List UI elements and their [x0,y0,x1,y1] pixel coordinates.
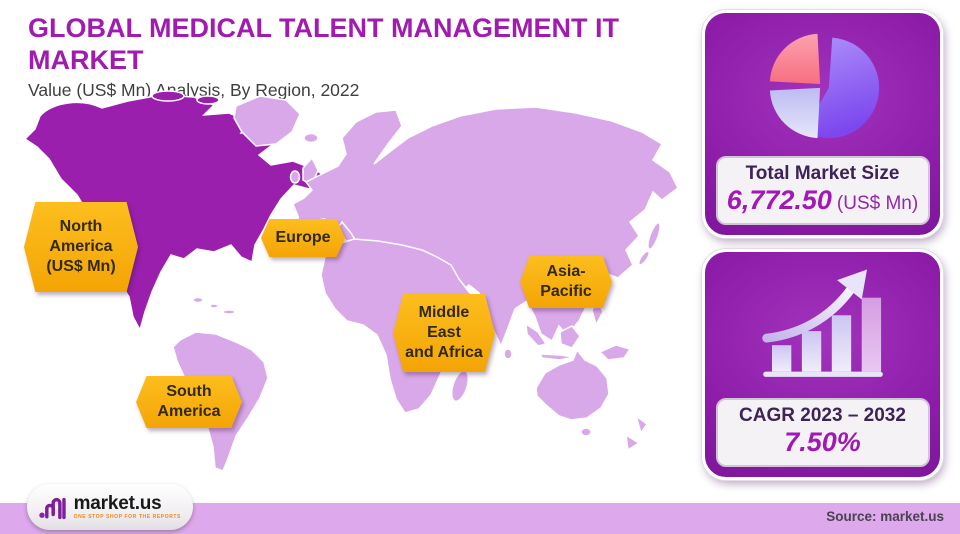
total-market-size-value: 6,772.50 [726,185,832,215]
growth-bar-chart-icon [761,269,883,377]
total-market-size-unit: (US$ Mn) [836,193,919,214]
map-sri-lanka [503,348,513,360]
map-region-australia [535,348,610,421]
region-label-line: America [49,238,113,255]
region-label-line: (US$ Mn) [46,258,116,275]
region-label-line: Pacific [540,283,592,300]
cagr-card: CAGR 2023 – 2032 7.50% [702,249,943,480]
marketus-logo[interactable]: market.us ONE STOP SHOP FOR THE REPORTS [27,484,193,530]
total-market-size-box: Total Market Size 6,772.50 (US$ Mn) [715,156,930,225]
map-region-greenland [233,95,301,147]
marketus-logo-text: market.us [73,492,162,514]
cagr-box: CAGR 2023 – 2032 7.50% [715,398,930,467]
region-label-line: North [59,218,103,235]
region-label-line: Asia- [546,263,586,280]
region-label-line: Middle [418,304,470,321]
map-new-guinea [598,344,632,361]
map-java [538,353,575,361]
map-borneo [559,325,581,349]
page-title: GLOBAL MEDICAL TALENT MANAGEMENT IT MARK… [28,13,619,76]
pie-chart-icon [769,33,879,139]
region-label-middle-east-africa: Middle East and Africa [393,294,495,372]
region-label-line: America [157,403,221,420]
map-japan [647,222,661,250]
cagr-label: CAGR 2023 – 2032 [739,405,906,426]
map-caribbean-island [192,296,204,304]
region-label-south-america: South America [136,376,242,428]
region-label-line: Europe [275,229,331,246]
map-caribbean-island [209,303,219,309]
cagr-value: 7.50% [784,427,861,457]
marketus-logo-tagline: ONE STOP SHOP FOR THE REPORTS [73,514,181,521]
map-sumatra [525,322,548,347]
region-label-line: South [166,383,212,400]
map-new-zealand [625,433,641,452]
map-arctic-island [196,95,220,105]
region-label-line: and Africa [405,344,483,361]
map-japan [638,250,650,266]
map-tasmania [580,427,592,437]
map-new-zealand [634,414,649,435]
region-label-asia-pacific: Asia- Pacific [520,256,612,308]
marketus-logo-mark-icon [39,497,66,520]
total-market-size-label: Total Market Size [745,163,900,184]
region-label-line: East [427,324,461,341]
page-subtitle: Value (US$ Mn) Analysis, By Region, 2022 [28,80,360,100]
region-label-europe: Europe [261,219,345,257]
map-caribbean-island [222,309,236,315]
map-madagascar [450,369,470,403]
map-arctic-island [151,90,185,102]
map-ireland [289,170,301,184]
source-text: Source: market.us [826,509,944,524]
total-market-size-card: Total Market Size 6,772.50 (US$ Mn) [702,10,943,238]
map-iceland [303,132,319,144]
region-label-north-america: North America (US$ Mn) [24,202,138,292]
